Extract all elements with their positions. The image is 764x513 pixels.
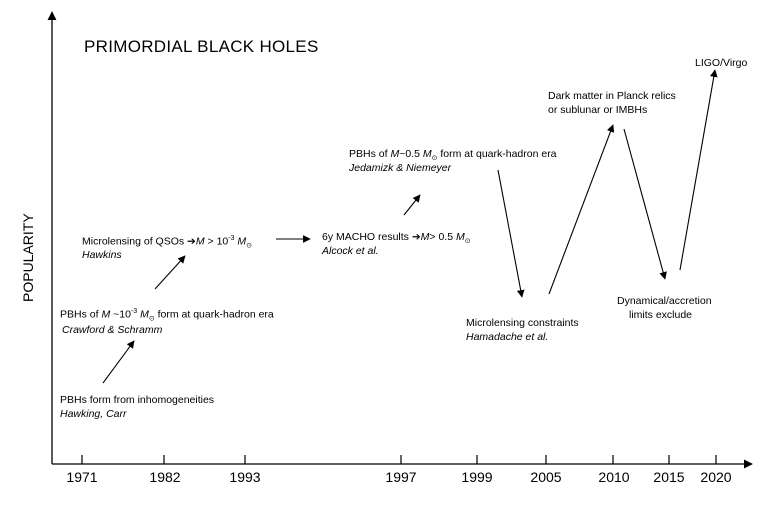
y-axis-label: POPULARITY <box>20 213 36 302</box>
qh1-suffix: form at quark-hadron era <box>154 308 274 321</box>
qsos-mid: > 10 <box>204 235 229 248</box>
arrow-glyph: ➔ <box>411 231 421 243</box>
qh2-suffix: form at quark-hadron era <box>437 148 557 160</box>
event-microlensing-constraints-text: Microlensing constraints <box>466 317 579 329</box>
year-label-1999: 1999 <box>461 469 493 485</box>
mass-symbol: M <box>140 308 149 321</box>
mass-symbol: M <box>390 148 400 160</box>
mass-symbol: M <box>101 308 111 321</box>
sun-symbol: ⊙ <box>246 242 253 250</box>
event-macho-text: 6y MACHO results ➔M> 0.5 M⊙ <box>322 230 471 249</box>
macho-prefix: 6y MACHO results <box>322 231 412 243</box>
year-label-1997: 1997 <box>385 469 417 485</box>
sun-symbol: ⊙ <box>431 155 438 163</box>
qh1-mid: ~10 <box>110 308 131 321</box>
event-inhomogeneities-citation: Hawking, Carr <box>60 408 127 420</box>
arrow-qh-to-qsos <box>154 255 186 290</box>
event-dynamical-line2: limits exclude <box>629 309 693 321</box>
event-quark-hadron-1-text: PBHs of M ~10-3 M⊙ form at quark-hadron … <box>60 305 274 327</box>
event-qsos-text: Microlensing of QSOs ➔M > 10-3 M⊙ <box>82 232 252 254</box>
year-label-1971: 1971 <box>66 469 98 485</box>
mass-symbol: M <box>237 235 247 248</box>
year-label-2005: 2005 <box>530 469 562 485</box>
arrow-microlensing-to-darkmatter <box>548 124 615 295</box>
qh1-prefix: PBHs of <box>60 308 102 321</box>
qh2-mid: ~0.5 <box>399 148 423 160</box>
arrow-darkmatter-to-dynamical <box>623 128 667 280</box>
mass-symbol: M <box>456 231 465 243</box>
event-inhomogeneities-text: PBHs form from inhomogeneities <box>60 394 215 406</box>
event-quark-hadron-2-text: PBHs of M~0.5 M⊙ form at quark-hadron er… <box>349 147 557 166</box>
macho-mid: > 0.5 <box>429 231 456 243</box>
year-label-1982: 1982 <box>149 469 181 485</box>
year-label-2020: 2020 <box>700 469 732 485</box>
sun-symbol: ⊙ <box>464 238 471 246</box>
mass-symbol: M <box>195 235 205 248</box>
arrow-qh2-to-microlensing <box>497 169 525 298</box>
x-axis-ticks <box>81 455 717 464</box>
event-dynamical-line1: Dynamical/accretion <box>617 295 712 307</box>
event-dark-matter-line2: or sublunar or IMBHs <box>548 104 648 116</box>
qsos-exponent: -3 <box>228 235 235 242</box>
diagram-title: PRIMORDIAL BLACK HOLES <box>84 37 319 56</box>
event-macho-citation: Alcock et al. <box>322 245 379 257</box>
event-quark-hadron-2-citation: Jedamizk & Niemeyer <box>349 162 452 174</box>
event-dark-matter-line1: Dark matter in Planck relics <box>548 90 676 102</box>
mass-symbol: M <box>422 148 432 160</box>
mass-symbol: M <box>420 231 430 243</box>
event-microlensing-constraints-citation: Hamadache et al. <box>466 331 549 343</box>
qsos-prefix: Microlensing of QSOs <box>82 235 188 248</box>
year-label-1993: 1993 <box>229 469 261 485</box>
event-ligo-virgo: LIGO/Virgo <box>695 57 748 69</box>
arrow-macho-to-qh2 <box>403 194 421 216</box>
event-qsos-citation: Hawkins <box>82 249 122 261</box>
arrow-glyph: ➔ <box>187 235 196 248</box>
year-label-2015: 2015 <box>653 469 685 485</box>
arrow-inhomog-to-qh <box>102 340 135 384</box>
qh2-prefix: PBHs of <box>349 148 391 160</box>
qh1-exponent: -3 <box>130 308 138 315</box>
arrow-dynamical-to-ligo <box>679 69 718 271</box>
year-label-2010: 2010 <box>598 469 630 485</box>
event-quark-hadron-1-citation: Crawford & Schramm <box>62 324 163 336</box>
sun-symbol: ⊙ <box>148 315 155 323</box>
